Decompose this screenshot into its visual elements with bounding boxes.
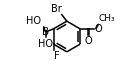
Text: CH₃: CH₃: [99, 14, 116, 23]
Text: O: O: [95, 24, 102, 34]
Text: Br: Br: [51, 4, 61, 14]
Text: O: O: [85, 36, 92, 47]
Text: HO: HO: [26, 16, 42, 26]
Text: HO: HO: [38, 39, 53, 49]
Text: F: F: [54, 51, 59, 61]
Text: B: B: [42, 27, 49, 37]
